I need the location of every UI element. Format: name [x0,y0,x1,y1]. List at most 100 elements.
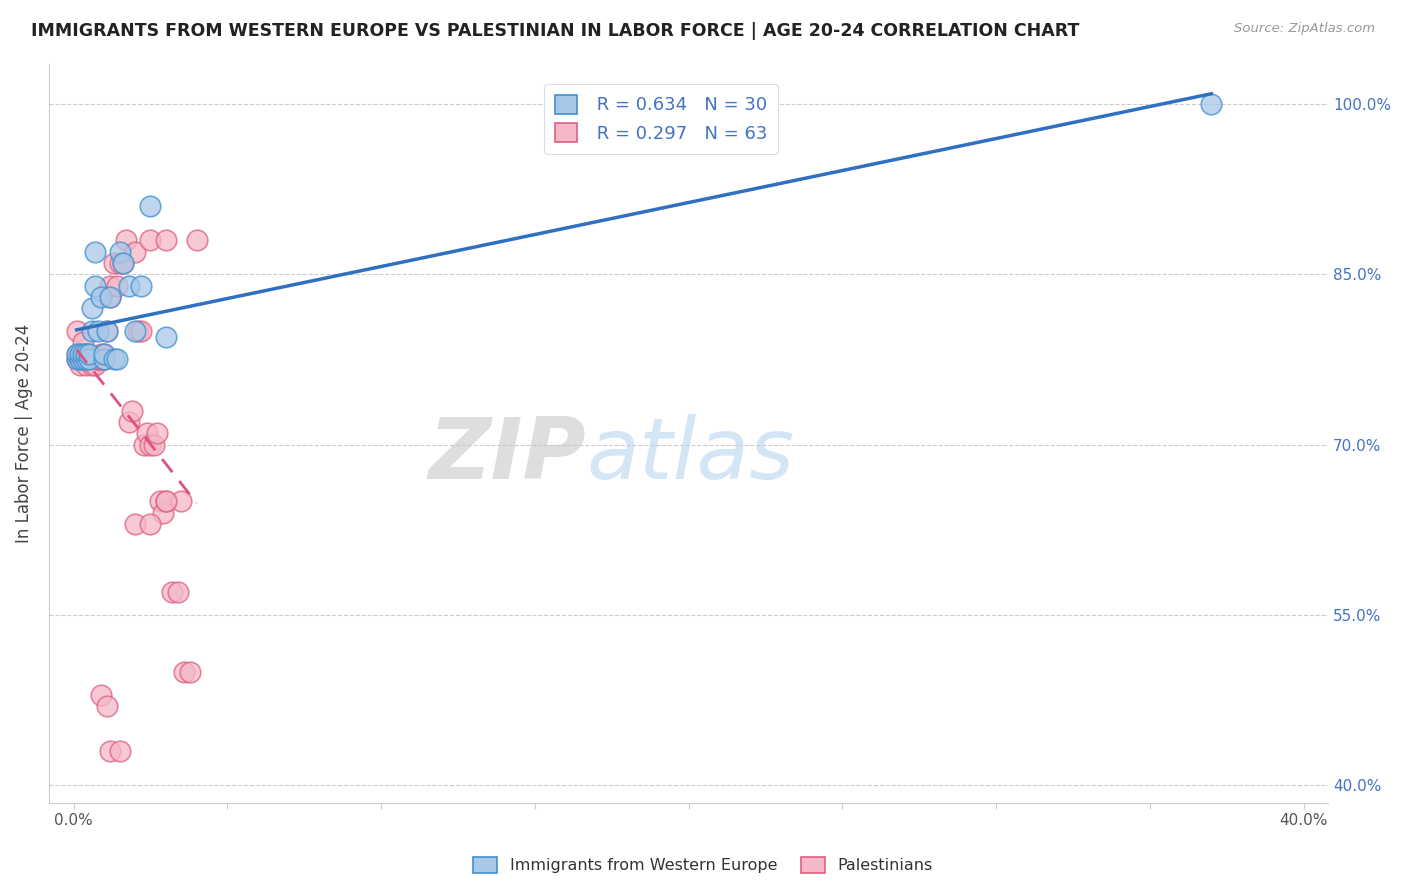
Point [75,358,97,372]
Point [105,352,128,367]
Legend: Immigrants from Western Europe, Palestinians: Immigrants from Western Europe, Palestin… [467,850,939,880]
Point [84,352,107,367]
Point [72,352,94,367]
Point [96,324,118,338]
Point [1201,96,1223,111]
Point [87,352,110,367]
Point [84,358,107,372]
Point [170,494,193,508]
Point [134,437,156,451]
Point [72,335,94,350]
Point [84,352,107,367]
Point [72,352,94,367]
Y-axis label: In Labor Force | Age 20-24: In Labor Force | Age 20-24 [15,324,32,543]
Point [115,233,138,247]
Point [139,517,162,532]
Point [103,256,125,270]
Point [77,347,100,361]
Point [105,278,128,293]
Point [100,290,122,304]
Point [160,585,183,599]
Point [93,347,115,361]
Point [93,347,115,361]
Point [77,352,100,367]
Point [84,244,107,259]
Point [129,324,152,338]
Point [173,665,195,679]
Point [155,494,177,508]
Point [69,347,91,361]
Point [103,352,125,367]
Point [93,352,115,367]
Point [127,324,149,338]
Point [75,352,97,367]
Point [111,256,134,270]
Point [108,744,131,758]
Point [108,244,131,259]
Point [167,585,190,599]
Point [80,352,103,367]
Point [75,347,97,361]
Point [145,426,167,441]
Point [100,290,122,304]
Text: IMMIGRANTS FROM WESTERN EUROPE VS PALESTINIAN IN LABOR FORCE | AGE 20-24 CORRELA: IMMIGRANTS FROM WESTERN EUROPE VS PALEST… [31,22,1080,40]
Point [124,324,146,338]
Point [69,352,91,367]
Point [108,256,131,270]
Point [186,233,208,247]
Point [149,494,172,508]
Point [90,352,112,367]
Point [118,415,141,429]
Point [75,352,97,367]
Point [77,352,100,367]
Point [96,324,118,338]
Text: atlas: atlas [586,414,794,497]
Text: ZIP: ZIP [429,414,586,497]
Point [90,347,112,361]
Point [139,437,162,451]
Point [66,347,89,361]
Point [69,352,91,367]
Point [66,352,89,367]
Point [139,199,162,213]
Point [142,437,165,451]
Point [69,347,91,361]
Point [118,278,141,293]
Point [66,352,89,367]
Point [155,233,177,247]
Point [111,256,134,270]
Point [93,352,115,367]
Point [80,358,103,372]
Point [152,506,174,520]
Point [77,347,100,361]
Point [77,352,100,367]
Point [66,347,89,361]
Point [66,324,89,338]
Point [100,278,122,293]
Point [179,665,201,679]
Point [136,426,159,441]
Point [72,347,94,361]
Point [93,352,115,367]
Point [90,290,112,304]
Point [90,688,112,702]
Point [75,347,97,361]
Point [121,403,143,417]
Point [129,278,152,293]
Point [124,517,146,532]
Point [87,352,110,367]
Point [84,278,107,293]
Point [155,329,177,343]
Point [69,358,91,372]
Point [139,233,162,247]
Point [96,698,118,713]
Point [100,744,122,758]
Point [80,301,103,316]
Point [124,244,146,259]
Text: Source: ZipAtlas.com: Source: ZipAtlas.com [1234,22,1375,36]
Point [155,494,177,508]
Point [87,324,110,338]
Point [80,324,103,338]
Point [72,352,94,367]
Legend:  R = 0.634   N = 30,  R = 0.297   N = 63: R = 0.634 N = 30, R = 0.297 N = 63 [544,84,779,153]
